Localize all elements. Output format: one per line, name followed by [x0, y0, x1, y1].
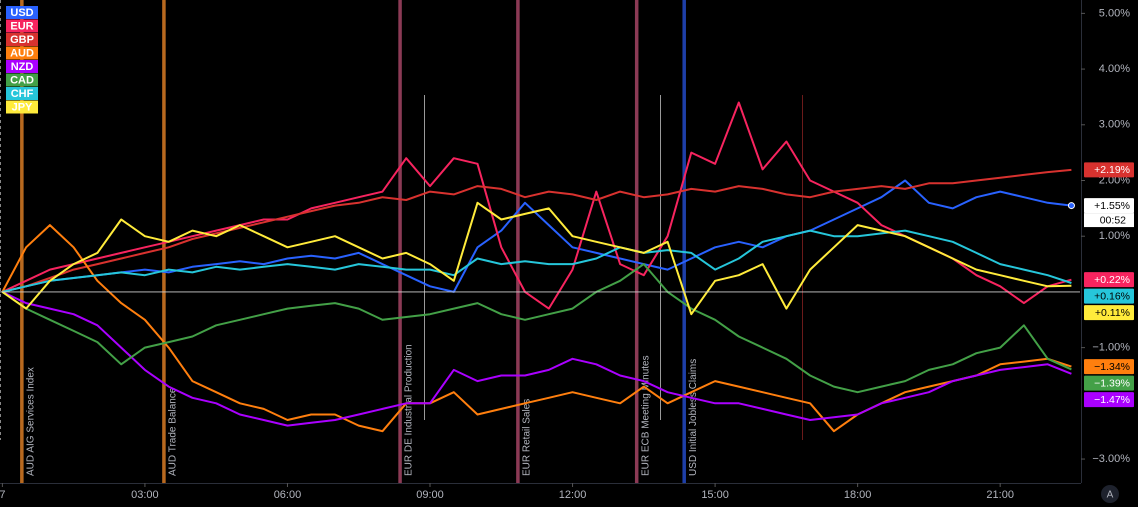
- series-line: [1, 263, 1072, 394]
- end-label-box: [1084, 359, 1134, 375]
- axes: 5.00%4.00%3.00%2.00%1.00%−1.00%−3.00%7 03…: [0, 7, 1130, 501]
- event-label: EUR DE Industrial Production: [404, 344, 415, 476]
- series-line: [1, 290, 1072, 427]
- legend-label: AUD: [10, 47, 34, 59]
- scale-button[interactable]: A: [1101, 485, 1119, 503]
- series-line: [1, 224, 1072, 433]
- end-label: −1.47%: [1094, 394, 1130, 406]
- events: AUD AIG Services Index AUD Trade Balance E…: [20, 0, 699, 483]
- end-label-box: [1084, 198, 1134, 214]
- legend-swatch: [6, 60, 38, 73]
- countdown: 00:52: [1100, 214, 1126, 226]
- series-line: [1, 201, 1072, 316]
- event-label: USD Initial Jobless Claims: [688, 359, 699, 476]
- legend-swatch: [6, 46, 38, 60]
- y-tick-label: −1.00%: [1092, 342, 1130, 354]
- y-tick-label: 5.00%: [1099, 7, 1130, 19]
- x-tick-label: 7: [0, 489, 5, 501]
- legend-swatch: [6, 87, 38, 100]
- x-tick-label: 18:00: [844, 489, 872, 501]
- end-label: +0.16%: [1094, 290, 1130, 302]
- y-tick-label: 3.00%: [1099, 119, 1130, 131]
- end-label: +1.55%: [1094, 200, 1130, 212]
- last-point: [1067, 202, 1075, 210]
- lines: [1, 101, 1072, 433]
- event-label: EUR Retail Sales: [522, 399, 533, 476]
- series-line: [2, 179, 1072, 293]
- legend-label: CAD: [10, 74, 34, 86]
- legend-swatch: [6, 6, 38, 19]
- x-tick-label: 03:00: [131, 489, 159, 501]
- end-label-box: [1084, 162, 1134, 178]
- end-labels: +1.55% 00:52 +0.22% +2.19% −1.34% −1.47% −1.39…: [1067, 162, 1134, 408]
- end-label: +0.11%: [1095, 307, 1130, 319]
- legend-label: CHF: [11, 88, 34, 100]
- end-label: −1.39%: [1094, 377, 1130, 389]
- series-line: [1, 101, 1072, 310]
- series-line: [2, 168, 1072, 293]
- end-label: −1.34%: [1094, 361, 1130, 373]
- y-tick-label: 4.00%: [1099, 63, 1130, 75]
- legend-swatch: [6, 19, 38, 33]
- end-label: +2.19%: [1094, 164, 1130, 176]
- legend-label: GBP: [10, 34, 34, 46]
- x-tick-label: 12:00: [559, 489, 587, 501]
- countdown-box: [1084, 213, 1134, 228]
- end-label-box: [1084, 375, 1134, 391]
- x-tick-label: 21:00: [986, 489, 1014, 501]
- end-label-box: [1084, 305, 1134, 321]
- end-label: +0.22%: [1094, 274, 1130, 286]
- legend-label: NZD: [11, 61, 34, 73]
- end-label-box: [1084, 272, 1134, 288]
- series-line: [2, 229, 1072, 293]
- end-label-box: [1084, 288, 1134, 304]
- event-label: EUR ECB Meeting Minutes: [640, 355, 651, 476]
- event-label: AUD AIG Services Index: [25, 367, 36, 476]
- y-tick-label: 1.00%: [1099, 230, 1130, 242]
- scale-button-bg[interactable]: [1101, 485, 1119, 503]
- event-label: AUD Trade Balance: [168, 387, 179, 476]
- x-tick-label: 15:00: [701, 489, 729, 501]
- y-tick-label: −3.00%: [1092, 453, 1130, 465]
- legend-label: JPY: [12, 101, 33, 113]
- legend-swatch: [6, 100, 38, 114]
- x-tick-label: 09:00: [416, 489, 444, 501]
- scale-button-label[interactable]: A: [1107, 490, 1114, 501]
- legend-label: USD: [10, 7, 33, 19]
- end-label-box: [1084, 392, 1134, 408]
- legend-label: EUR: [10, 20, 33, 32]
- legend-swatch: [6, 33, 38, 46]
- legend-swatch: [6, 73, 38, 87]
- x-tick-label: 06:00: [274, 489, 302, 501]
